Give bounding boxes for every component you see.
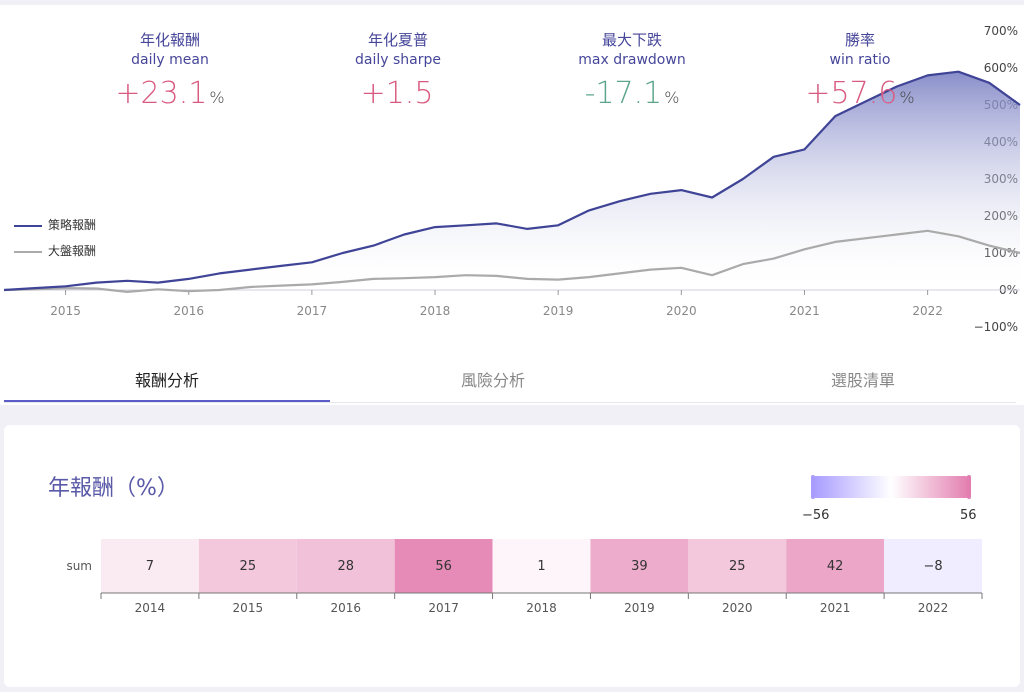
legend-item-market[interactable]: 大盤報酬 xyxy=(14,242,96,259)
stat-value: -17.1% xyxy=(584,76,680,111)
color-scale-min-label: −56 xyxy=(802,508,830,523)
x-tick-label: 2018 xyxy=(420,304,451,318)
stat-daily-mean: 年化報酬 daily mean +23.1% xyxy=(70,30,270,111)
color-scale-bar xyxy=(811,475,971,499)
stat-value: +57.6% xyxy=(805,76,915,111)
series-line-market xyxy=(3,229,1021,293)
stat-daily-sharpe: 年化夏普 daily sharpe +1.5 xyxy=(298,30,498,111)
stat-value: +1.5 xyxy=(360,76,434,111)
x-tick-label: 2016 xyxy=(173,304,204,318)
stat-title-zh: 年化報酬 xyxy=(139,31,200,49)
strategy-area-fill xyxy=(4,71,1020,290)
color-scale-min-handle[interactable] xyxy=(811,475,815,499)
y-tick-label: 700% xyxy=(984,24,1018,38)
stat-unit: % xyxy=(664,88,680,107)
stat-title-zh: 年化夏普 xyxy=(367,31,428,49)
stat-title-zh: 最大下跌 xyxy=(601,31,662,49)
stat-unit: % xyxy=(209,88,225,107)
cumulative-return-chart: 700%600%500%400%300%200%100%0%−100%20152… xyxy=(3,24,1021,334)
tab-stock-list[interactable]: 選股清單 xyxy=(830,371,895,390)
tab-risk-analysis[interactable]: 風險分析 xyxy=(460,371,525,390)
x-tick-label: 2017 xyxy=(297,304,328,318)
legend-line-market xyxy=(14,250,42,253)
stat-title-en: daily sharpe xyxy=(355,52,441,68)
heatmap-title: 年報酬（%） xyxy=(48,476,179,501)
color-scale-max-label: 56 xyxy=(960,508,977,523)
annual-return-panel xyxy=(4,425,1020,687)
stat-unit: % xyxy=(899,88,915,107)
stat-value: +23.1% xyxy=(115,76,225,111)
stat-title-en: win ratio xyxy=(829,52,891,68)
legend-label-market: 大盤報酬 xyxy=(48,244,97,258)
series-line-strategy xyxy=(3,70,1021,292)
analysis-tabs: 報酬分析 風險分析 選股清單 xyxy=(4,362,1016,403)
legend-line-strategy xyxy=(14,224,42,227)
x-tick-label: 2015 xyxy=(50,304,81,318)
y-tick-label: 600% xyxy=(984,61,1018,75)
stat-title-en: max drawdown xyxy=(578,52,686,68)
stat-win-ratio: 勝率 win ratio +57.6% xyxy=(760,30,960,111)
x-tick-label: 2021 xyxy=(789,304,820,318)
tab-return-analysis[interactable]: 報酬分析 xyxy=(4,362,330,402)
stat-title-en: daily mean xyxy=(131,52,209,68)
y-tick-label: −100% xyxy=(974,320,1018,334)
legend-item-strategy[interactable]: 策略報酬 xyxy=(14,216,96,233)
x-tick-label: 2020 xyxy=(666,304,697,318)
stat-max-drawdown: 最大下跌 max drawdown -17.1% xyxy=(532,30,732,111)
legend-label-strategy: 策略報酬 xyxy=(48,218,97,232)
x-tick-label: 2022 xyxy=(912,304,943,318)
color-scale-max-handle[interactable] xyxy=(967,475,971,499)
stat-title-zh: 勝率 xyxy=(844,31,875,49)
x-tick-label: 2019 xyxy=(543,304,574,318)
